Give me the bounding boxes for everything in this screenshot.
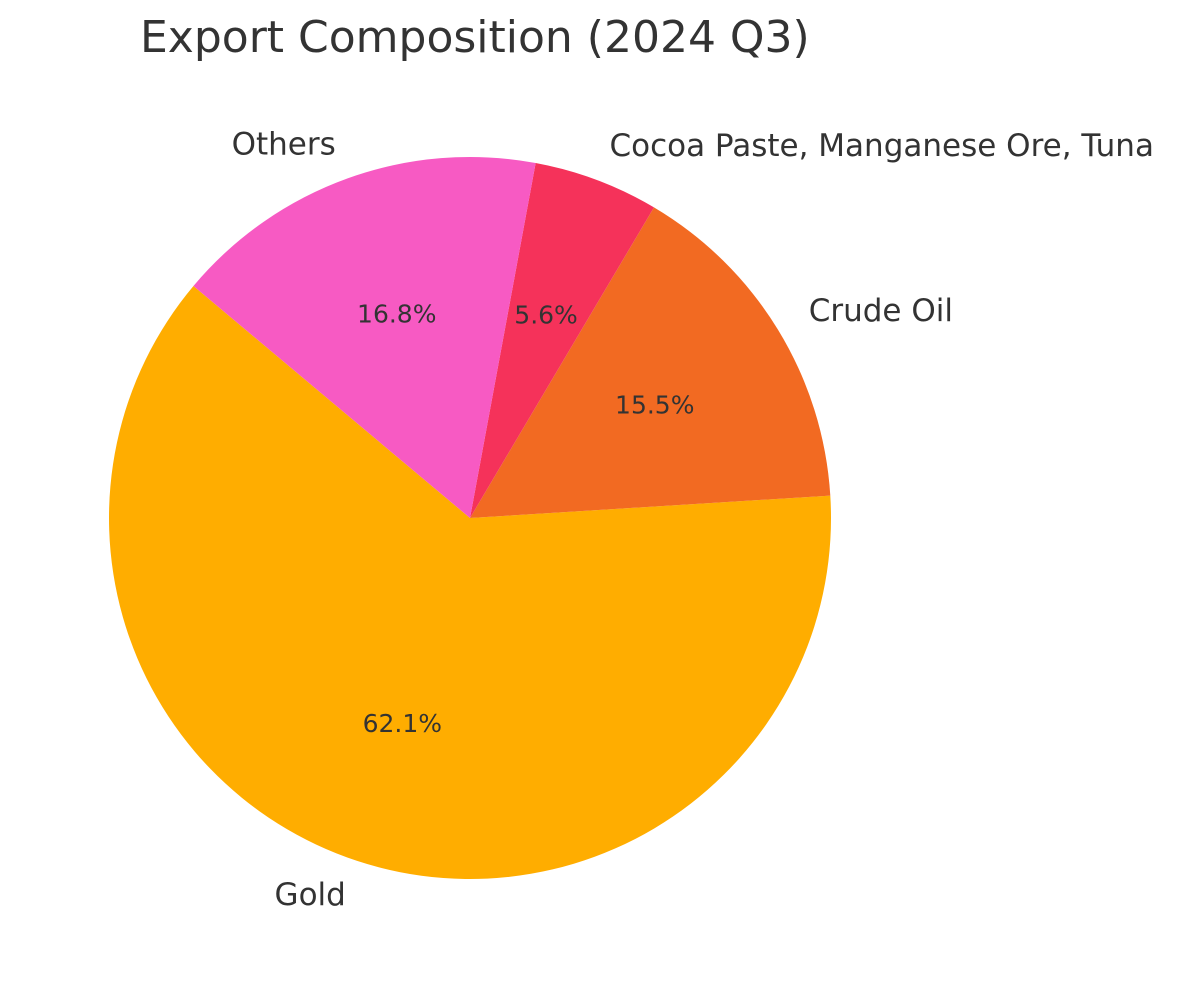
category-label-others: Others: [232, 126, 336, 162]
category-label-cocoa-paste-manganese-ore-tuna: Cocoa Paste, Manganese Ore, Tuna: [609, 128, 1153, 164]
category-label-crude-oil: Crude Oil: [809, 293, 953, 329]
slices-layer: [109, 157, 832, 879]
slice-cocoa-paste-manganese-ore-tuna: [470, 163, 654, 518]
percent-label-cocoa-paste-manganese-ore-tuna: 5.6%: [514, 301, 578, 330]
labels-layer: 62.1% Gold 15.5% Crude Oil 5.6% Cocoa Paste, …: [232, 126, 1154, 913]
slice-crude-oil: [470, 207, 831, 518]
category-label-gold: Gold: [275, 877, 346, 913]
slice-gold: [109, 285, 832, 879]
percent-label-crude-oil: 15.5%: [615, 390, 694, 419]
chart-title: Export Composition (2024 Q3): [140, 12, 810, 63]
slice-others: [193, 157, 536, 518]
percent-label-gold: 62.1%: [363, 709, 442, 738]
percent-label-others: 16.8%: [357, 300, 436, 329]
